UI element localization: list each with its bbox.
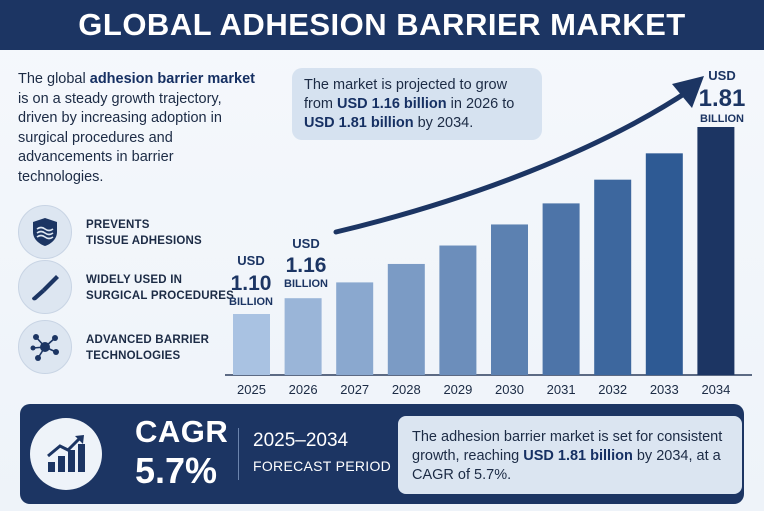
x-tick-label: 2032	[598, 382, 627, 397]
value-label-unit: BILLION	[229, 296, 273, 308]
callout-bold: USD 1.81 billion	[304, 115, 414, 131]
callout-bold: USD 1.16 billion	[337, 96, 447, 112]
callout-text: The market is projected to grow from	[304, 77, 508, 112]
feature-prevents-adhesions: PREVENTS TISSUE ADHESIONS	[18, 205, 268, 261]
intro-paragraph: The global adhesion barrier market is on…	[18, 70, 263, 187]
x-tick-label: 2028	[392, 382, 421, 397]
x-tick-label: 2027	[340, 382, 369, 397]
feature-label-line: SURGICAL PROCEDURES	[86, 290, 234, 302]
bar-2029	[439, 245, 477, 375]
forecast-years: 2025–2034	[253, 430, 349, 451]
network-icon	[18, 320, 72, 374]
bar-2032	[594, 179, 632, 375]
value-label-unit: BILLION	[700, 113, 744, 125]
growth-chart-icon	[30, 418, 102, 490]
feature-label-line: TECHNOLOGIES	[86, 350, 181, 362]
scalpel-icon	[18, 260, 72, 314]
title-banner: GLOBAL ADHESION BARRIER MARKET	[0, 0, 764, 50]
footer-divider	[238, 428, 239, 480]
trend-arrow-line	[333, 87, 693, 235]
value-label-unit: BILLION	[284, 278, 328, 290]
summary-text: The adhesion barrier market is set for c…	[412, 429, 723, 464]
bar-2027	[336, 282, 374, 375]
intro-text-bold: adhesion barrier market	[89, 71, 255, 87]
bar-2028	[387, 263, 425, 375]
value-label: 1.16	[286, 254, 327, 277]
feature-surgical-use: WIDELY USED IN SURGICAL PROCEDURES	[18, 260, 268, 316]
x-tick-label: 2025	[237, 382, 266, 397]
feature-label-line: TISSUE ADHESIONS	[86, 235, 202, 247]
feature-advanced-technologies: ADVANCED BARRIER TECHNOLOGIES	[18, 320, 268, 376]
bar-2025	[233, 314, 270, 375]
x-tick-label: 2026	[289, 382, 318, 397]
intro-text-end: is on a steady growth trajectory, driven…	[18, 90, 222, 185]
bar-2034	[697, 127, 735, 375]
x-tick-label: 2034	[701, 382, 730, 397]
summary-box: The adhesion barrier market is set for c…	[398, 416, 742, 494]
summary-text: by 2034, at a CAGR of 5.7%.	[412, 448, 721, 483]
bar-2030	[491, 224, 528, 375]
value-label-prefix: USD	[708, 68, 735, 83]
trend-arrow-head	[672, 76, 704, 108]
bar-2033	[645, 153, 683, 375]
shield-icon	[18, 205, 72, 259]
value-label: 1.10	[231, 272, 272, 295]
cagr-label: CAGR	[135, 414, 229, 449]
feature-label: WIDELY USED IN SURGICAL PROCEDURES	[86, 272, 266, 304]
feature-label-line: ADVANCED BARRIER	[86, 334, 210, 346]
forecast-period-label: FORECAST PERIOD	[253, 458, 392, 474]
feature-label-line: WIDELY USED IN	[86, 274, 183, 286]
intro-text-start: The global	[18, 71, 90, 87]
x-tick-label: 2033	[650, 382, 679, 397]
bar-2031	[542, 203, 580, 375]
value-label-prefix: USD	[292, 236, 319, 251]
page-title: GLOBAL ADHESION BARRIER MARKET	[78, 7, 686, 42]
feature-label: ADVANCED BARRIER TECHNOLOGIES	[86, 332, 266, 364]
x-tick-label: 2029	[443, 382, 472, 397]
value-label: 1.81	[699, 85, 746, 112]
feature-label: PREVENTS TISSUE ADHESIONS	[86, 217, 266, 249]
summary-bold: USD 1.81 billion	[523, 448, 633, 464]
callout-text: by 2034.	[413, 115, 474, 131]
bar-2026	[284, 298, 322, 375]
cagr-value: 5.7%	[135, 450, 218, 491]
feature-label-line: PREVENTS	[86, 219, 150, 231]
x-tick-label: 2031	[547, 382, 576, 397]
value-label-prefix: USD	[237, 253, 264, 268]
projection-callout: The market is projected to grow from USD…	[292, 68, 542, 140]
x-tick-label: 2030	[495, 382, 524, 397]
callout-text: in 2026 to	[446, 96, 515, 112]
